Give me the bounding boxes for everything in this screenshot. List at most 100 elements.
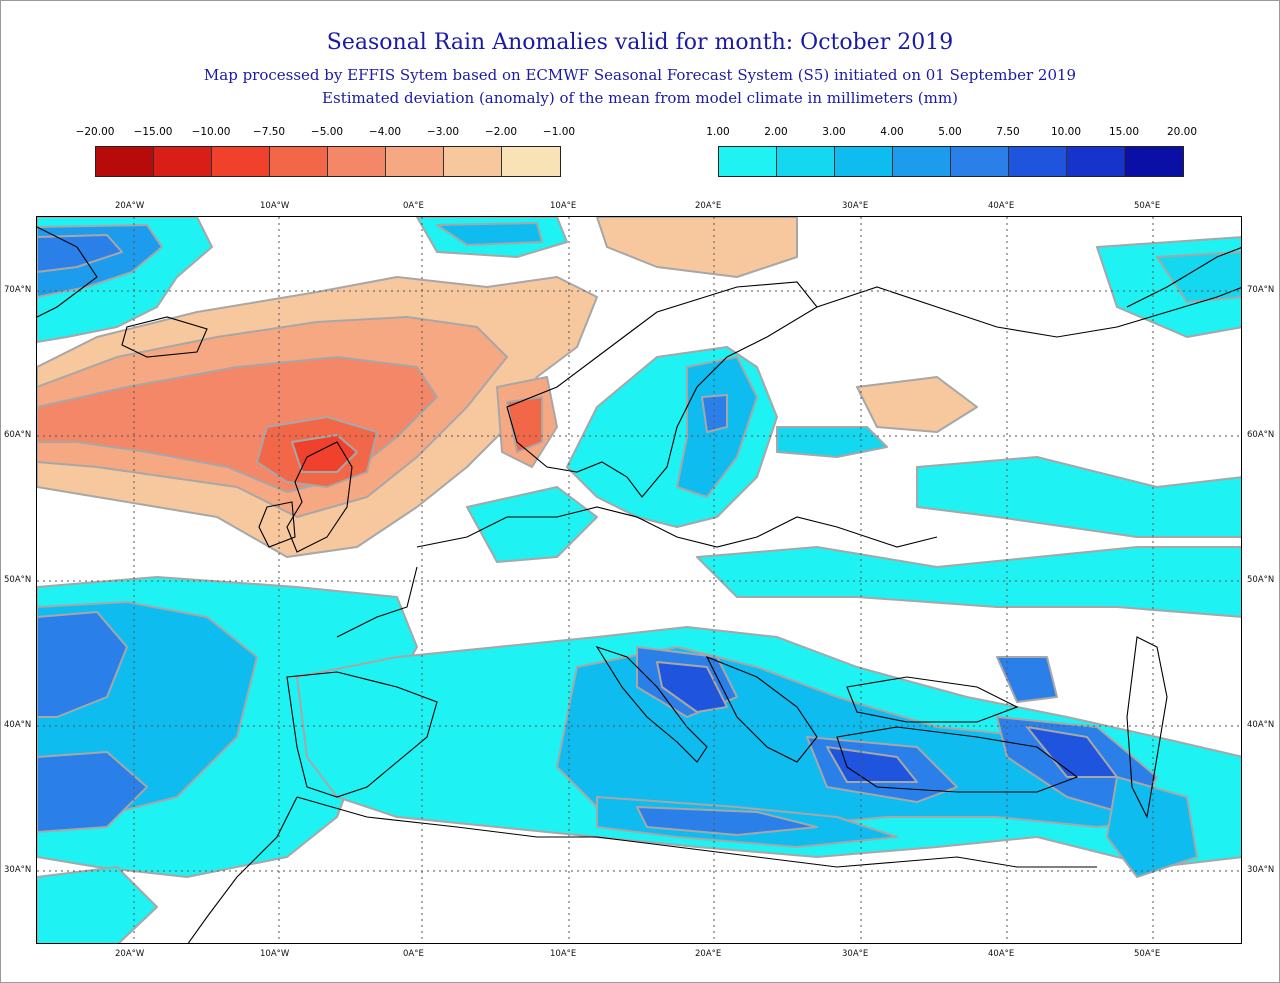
legend_positive-tick-label: 10.00 xyxy=(1050,126,1082,138)
legend_positive-swatch xyxy=(1067,147,1125,176)
legend-positive-anomaly: 1.00 2.00 3.00 4.00 5.00 7.50 10.00 15.00 20.00 xyxy=(706,126,1197,177)
legend-negative-ticks: −20.00 −15.00 −10.00 −7.50 −5.00 −4.00 −3.00 −2… xyxy=(76,126,576,144)
legend_negative-tick-label: −4.00 xyxy=(368,126,402,138)
legend_positive-tick-label: 5.00 xyxy=(938,126,962,138)
legend_negative-swatch xyxy=(270,147,328,176)
legend_positive-tick-label: 15.00 xyxy=(1108,126,1140,138)
legend_positive-swatch xyxy=(951,147,1009,176)
legend_negative-tick-label: −15.00 xyxy=(133,126,173,138)
x-axis-bottom-label: 10A°E xyxy=(550,949,577,959)
legend_negative-swatch xyxy=(444,147,502,176)
wet-anomaly-atlantic-south-core xyxy=(37,751,148,833)
legend_negative-tick-label: −1.00 xyxy=(542,126,576,138)
coast-north-africa xyxy=(296,796,1097,868)
legend_positive-tick-label: 20.00 xyxy=(1166,126,1198,138)
x-axis-top-label: 10A°E xyxy=(550,201,577,211)
legend_negative-tick-label: −5.00 xyxy=(310,126,344,138)
wet-anomaly-atlantic-west-core xyxy=(37,611,128,718)
x-axis-top-label: 40A°E xyxy=(988,201,1015,211)
coast-novaya-zemlya xyxy=(1126,247,1241,308)
coast-iceland xyxy=(121,316,208,358)
wet-anomaly-adriatic xyxy=(656,661,728,713)
legend-negative-colorbar xyxy=(95,146,561,177)
legend_positive-swatch xyxy=(835,147,893,176)
legend_positive-swatch xyxy=(719,147,777,176)
wet-anomaly-levant xyxy=(1106,776,1198,878)
coast-west-africa xyxy=(187,796,298,943)
wet-anomaly-north-africa-core xyxy=(636,806,818,836)
coast-ireland xyxy=(258,501,296,548)
legend_negative-tick-label: −20.00 xyxy=(75,126,115,138)
legend-positive-ticks: 1.00 2.00 3.00 4.00 5.00 7.50 10.00 15.00 20.00 xyxy=(706,126,1197,144)
x-axis-bottom-label: 20A°E xyxy=(695,949,722,959)
coast-italy xyxy=(595,645,708,763)
anomaly-fields xyxy=(37,217,1241,943)
y-axis-right-label: 70A°N xyxy=(1247,285,1275,295)
anomaly-map xyxy=(36,216,1242,944)
wet-anomaly-east-europe xyxy=(916,456,1241,538)
legend_positive-tick-label: 3.00 xyxy=(822,126,846,138)
coast-great-britain xyxy=(286,441,353,553)
x-axis-bottom-label: 20A°W xyxy=(115,949,145,959)
map-subtitle-processing: Map processed by EFFIS Sytem based on EC… xyxy=(203,66,1077,84)
legend_negative-tick-label: −7.50 xyxy=(252,126,286,138)
x-axis-top-label: 30A°E xyxy=(842,201,869,211)
dry-anomaly-scotland-core xyxy=(291,434,358,473)
coast-balkans xyxy=(705,655,818,763)
x-axis-bottom-label: 0A°E xyxy=(403,949,424,959)
coast-iberia xyxy=(286,671,438,798)
legend_positive-swatch xyxy=(1009,147,1067,176)
x-axis-top-label: 10A°W xyxy=(260,201,290,211)
y-axis-left-label: 50A°N xyxy=(4,575,32,585)
x-axis-bottom-label: 40A°E xyxy=(988,949,1015,959)
legend_negative-swatch xyxy=(386,147,444,176)
map-subtitle-units: Estimated deviation (anomaly) of the mea… xyxy=(322,89,958,107)
graticule xyxy=(37,217,1241,943)
legend_positive-tick-label: 1.00 xyxy=(706,126,730,138)
legend_positive-tick-label: 7.50 xyxy=(996,126,1020,138)
y-axis-left-label: 70A°N xyxy=(4,285,32,295)
wet-anomaly-finland xyxy=(776,426,888,458)
dry-anomaly-arctic-north xyxy=(596,217,798,278)
x-axis-top-label: 20A°W xyxy=(115,201,145,211)
blue-anomaly-kara xyxy=(1156,251,1241,303)
legend_positive-swatch xyxy=(1125,147,1183,176)
dry-anomaly-russia xyxy=(856,376,978,433)
wet-anomaly-central-europe xyxy=(696,546,1241,618)
legend_positive-swatch xyxy=(893,147,951,176)
coast-black-sea xyxy=(846,676,1019,723)
y-axis-right-label: 40A°N xyxy=(1247,720,1275,730)
coast-caspian xyxy=(1126,636,1168,819)
blue-anomaly-norwegian-sea-core xyxy=(436,222,543,246)
legend_negative-tick-label: −3.00 xyxy=(426,126,460,138)
legend_negative-swatch xyxy=(154,147,212,176)
legend_positive-tick-label: 2.00 xyxy=(764,126,788,138)
x-axis-bottom-label: 50A°E xyxy=(1134,949,1161,959)
coast-turkey xyxy=(836,726,1079,793)
x-axis-top-label: 0A°E xyxy=(403,201,424,211)
legend-negative-anomaly: −20.00 −15.00 −10.00 −7.50 −5.00 −4.00 −3.00 −2… xyxy=(76,126,576,177)
legend_negative-swatch xyxy=(96,147,154,176)
y-axis-left-label: 60A°N xyxy=(4,430,32,440)
map-canvas xyxy=(37,217,1241,943)
legend_negative-tick-label: −10.00 xyxy=(191,126,231,138)
wet-anomaly-north-sea xyxy=(466,486,598,563)
coastlines xyxy=(37,226,1241,943)
y-axis-left-label: 40A°N xyxy=(4,720,32,730)
x-axis-top-label: 50A°E xyxy=(1134,201,1161,211)
wet-anomaly-caucasus xyxy=(996,656,1058,703)
y-axis-right-label: 30A°N xyxy=(1247,865,1275,875)
x-axis-bottom-label: 10A°W xyxy=(260,949,290,959)
legend_positive-tick-label: 4.00 xyxy=(880,126,904,138)
legend_negative-swatch xyxy=(502,147,560,176)
legend_negative-swatch xyxy=(212,147,270,176)
x-axis-bottom-label: 30A°E xyxy=(842,949,869,959)
coast-scandinavia xyxy=(506,281,818,498)
legend_negative-tick-label: −2.00 xyxy=(484,126,518,138)
legend-positive-colorbar xyxy=(718,146,1184,177)
y-axis-right-label: 50A°N xyxy=(1247,575,1275,585)
x-axis-top-label: 20A°E xyxy=(695,201,722,211)
coast-europe-mainland xyxy=(336,506,938,638)
wet-anomaly-aegean-core xyxy=(826,746,918,783)
coast-greenland xyxy=(37,226,98,318)
